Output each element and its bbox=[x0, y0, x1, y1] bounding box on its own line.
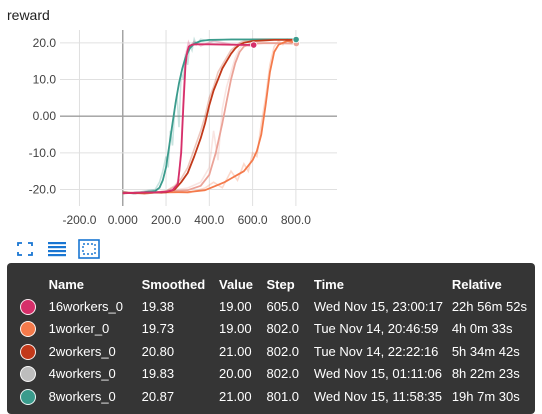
row-step: 801.0 bbox=[266, 388, 300, 404]
row-smoothed: 19.83 bbox=[141, 366, 175, 382]
chart-title: reward bbox=[7, 7, 50, 23]
row-name: 8workers_0 bbox=[48, 388, 116, 404]
row-step: 802.0 bbox=[266, 343, 300, 359]
header-step: Step bbox=[266, 276, 295, 292]
row-relative: 4h 0m 33s bbox=[451, 321, 513, 337]
row-name: 2workers_0 bbox=[48, 343, 116, 359]
series-line-2workers_0 bbox=[122, 39, 297, 195]
header-relative: Relative bbox=[451, 276, 502, 292]
row-relative: 8h 22m 23s bbox=[451, 366, 520, 382]
header-name: Name bbox=[48, 276, 85, 292]
row-value: 20.00 bbox=[219, 366, 252, 382]
row-time: Tue Nov 14, 20:46:59 bbox=[313, 321, 439, 337]
series-raw-line-2workers_0 bbox=[122, 38, 297, 195]
row-value: 19.00 bbox=[219, 298, 252, 314]
x-tick-label: -200.0 bbox=[62, 213, 96, 227]
row-time: Wed Nov 15, 23:00:17 bbox=[313, 298, 443, 314]
row-smoothed: 19.73 bbox=[141, 321, 175, 337]
fit-domain-icon[interactable] bbox=[14, 239, 36, 259]
y-tick-label: 20.0 bbox=[33, 36, 57, 50]
row-name: 16workers_0 bbox=[48, 298, 124, 314]
series-tooltip: Name Smoothed Value Step Time Relative 1… bbox=[7, 263, 535, 414]
x-tick-label: 200.0 bbox=[151, 213, 181, 227]
series-line-16workers_0 bbox=[122, 43, 254, 195]
row-relative: 22h 56m 52s bbox=[451, 298, 527, 314]
y-tick-label: 10.0 bbox=[33, 73, 57, 87]
row-name: 1worker_0 bbox=[48, 321, 110, 337]
x-tick-label: 400.0 bbox=[194, 213, 224, 227]
tooltip-header-row: Name Smoothed Value Step Time Relative bbox=[7, 273, 535, 295]
row-step: 802.0 bbox=[266, 366, 300, 382]
row-value: 19.00 bbox=[219, 321, 252, 337]
series-swatch bbox=[19, 343, 36, 360]
x-tick-label: 0.000 bbox=[108, 213, 138, 227]
row-name: 4workers_0 bbox=[48, 366, 116, 382]
series-raw-line-8workers_0 bbox=[122, 36, 297, 195]
row-step: 605.0 bbox=[266, 298, 300, 314]
row-time: Wed Nov 15, 01:11:06 bbox=[313, 366, 443, 382]
row-smoothed: 20.80 bbox=[141, 343, 175, 359]
row-time: Tue Nov 14, 22:22:16 bbox=[313, 343, 439, 359]
select-domain-icon[interactable] bbox=[78, 239, 100, 259]
row-value: 21.00 bbox=[219, 343, 252, 359]
row-smoothed: 20.87 bbox=[141, 388, 175, 404]
tooltip-row: 4workers_0 19.83 20.00 802.0 Wed Nov 15,… bbox=[7, 363, 535, 386]
tooltip-row: 16workers_0 19.38 19.00 605.0 Wed Nov 15… bbox=[7, 295, 535, 318]
tooltip-row: 8workers_0 20.87 21.00 801.0 Wed Nov 15,… bbox=[7, 385, 535, 408]
y-tick-label: -10.0 bbox=[29, 146, 57, 160]
series-swatch bbox=[19, 388, 36, 405]
series-swatch bbox=[19, 298, 36, 315]
series-swatch bbox=[19, 366, 36, 383]
header-smoothed: Smoothed bbox=[141, 276, 206, 292]
tooltip-table: Name Smoothed Value Step Time Relative 1… bbox=[7, 273, 535, 408]
header-time: Time bbox=[313, 276, 344, 292]
series-line-1worker_0 bbox=[122, 40, 297, 195]
row-smoothed: 19.38 bbox=[141, 298, 175, 314]
row-value: 21.00 bbox=[219, 388, 252, 404]
row-relative: 5h 34m 42s bbox=[451, 343, 520, 359]
tooltip-row: 2workers_0 20.80 21.00 802.0 Tue Nov 14,… bbox=[7, 340, 535, 363]
series-marker-8workers_0 bbox=[292, 35, 300, 44]
row-step: 802.0 bbox=[266, 321, 300, 337]
toggle-log-scale-icon[interactable] bbox=[46, 239, 68, 259]
y-tick-label: 0.00 bbox=[33, 109, 57, 123]
y-tick-label: -20.0 bbox=[29, 183, 57, 197]
row-relative: 19h 7m 30s bbox=[451, 388, 520, 404]
series-swatch bbox=[19, 321, 36, 338]
chart-toolbar bbox=[14, 238, 100, 260]
reward-line-chart[interactable]: -20.0 -10.0 0.00 10.0 20.0 -200.0 0.000 200.0 40… bbox=[0, 28, 542, 238]
tooltip-row: 1worker_0 19.73 19.00 802.0 Tue Nov 14, … bbox=[7, 318, 535, 341]
x-tick-label: 800.0 bbox=[281, 213, 311, 227]
series-line-8workers_0 bbox=[122, 38, 297, 195]
x-tick-label: 600.0 bbox=[238, 213, 268, 227]
series-marker-16workers_0 bbox=[250, 41, 258, 49]
row-time: Wed Nov 15, 11:58:35 bbox=[313, 388, 443, 404]
header-value: Value bbox=[219, 276, 253, 292]
